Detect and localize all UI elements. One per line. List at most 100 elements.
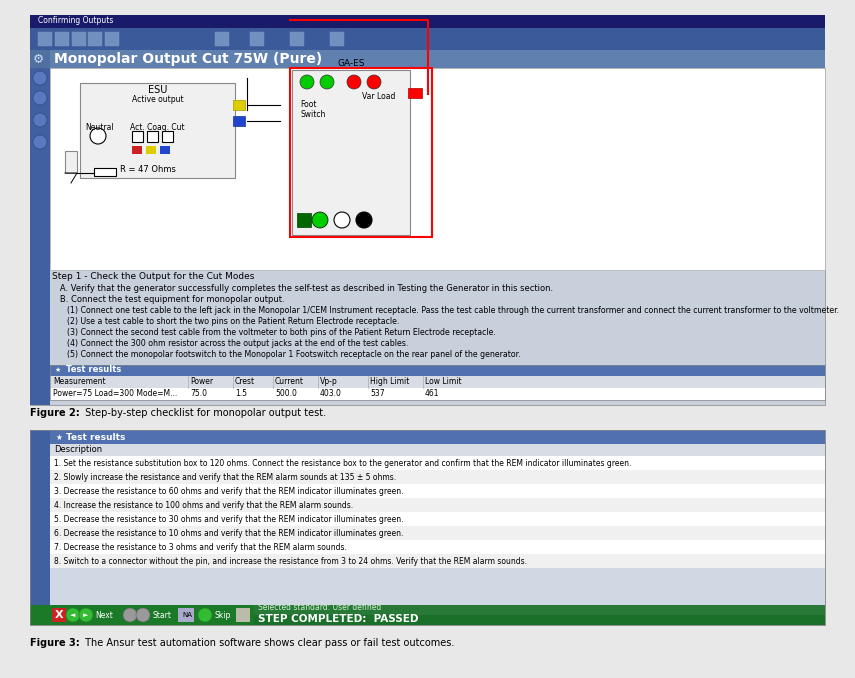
- Text: (5) Connect the monopolar footswitch to the Monopolar 1 Footswitch receptacle on: (5) Connect the monopolar footswitch to …: [52, 350, 521, 359]
- Bar: [330, 32, 344, 46]
- Text: 7. Decrease the resistance to 3 ohms and verify that the REM alarm sounds.: 7. Decrease the resistance to 3 ohms and…: [54, 542, 347, 551]
- Bar: [30, 68, 50, 405]
- Text: Active output: Active output: [132, 95, 183, 104]
- Bar: [50, 376, 825, 388]
- Bar: [147, 131, 158, 142]
- Bar: [30, 28, 825, 50]
- Text: X: X: [55, 610, 63, 620]
- Text: Measurement: Measurement: [53, 378, 106, 386]
- Bar: [50, 540, 825, 554]
- Bar: [30, 605, 825, 625]
- Bar: [297, 213, 311, 227]
- Bar: [50, 456, 825, 470]
- Text: ⚙: ⚙: [33, 52, 44, 66]
- Text: NA: NA: [182, 612, 192, 618]
- Text: ◄: ◄: [70, 612, 76, 618]
- Bar: [38, 32, 52, 46]
- Bar: [94, 168, 116, 176]
- Bar: [160, 146, 170, 154]
- Bar: [254, 605, 825, 625]
- Bar: [408, 88, 422, 98]
- Bar: [50, 512, 825, 526]
- Text: STEP COMPLETED:  PASSED: STEP COMPLETED: PASSED: [258, 614, 418, 624]
- Bar: [52, 608, 66, 622]
- Bar: [50, 526, 825, 540]
- Text: Step-by-step checklist for monopolar output test.: Step-by-step checklist for monopolar out…: [82, 408, 326, 418]
- Bar: [178, 608, 194, 622]
- Bar: [105, 32, 119, 46]
- Bar: [50, 498, 825, 512]
- Bar: [65, 151, 77, 173]
- Text: 1. Set the resistance substitution box to 120 ohms. Connect the resistance box t: 1. Set the resistance substitution box t…: [54, 458, 631, 468]
- Circle shape: [347, 75, 361, 89]
- Text: Figure 2:: Figure 2:: [30, 408, 80, 418]
- Bar: [50, 430, 825, 444]
- Bar: [50, 365, 825, 400]
- Circle shape: [33, 71, 47, 85]
- Bar: [162, 131, 173, 142]
- Bar: [250, 32, 264, 46]
- Text: 461: 461: [425, 389, 439, 399]
- Text: GA-ES: GA-ES: [337, 59, 365, 68]
- Text: (1) Connect one test cable to the left jack in the Monopolar 1/CEM Instrument re: (1) Connect one test cable to the left j…: [52, 306, 839, 315]
- Text: Crest: Crest: [235, 378, 255, 386]
- Bar: [233, 100, 245, 110]
- Text: 1.5: 1.5: [235, 389, 247, 399]
- Text: Power: Power: [190, 378, 213, 386]
- Bar: [30, 430, 825, 625]
- Bar: [80, 83, 235, 178]
- Circle shape: [312, 212, 328, 228]
- Text: ►: ►: [83, 612, 89, 618]
- Circle shape: [33, 135, 47, 149]
- Text: R = 47 Ohms: R = 47 Ohms: [120, 165, 176, 174]
- Text: 403.0: 403.0: [320, 389, 342, 399]
- Circle shape: [79, 608, 93, 622]
- Text: Monopolar Output Cut 75W (Pure): Monopolar Output Cut 75W (Pure): [54, 52, 322, 66]
- Circle shape: [356, 212, 372, 228]
- Text: Skip: Skip: [214, 610, 230, 620]
- Text: Step 1 - Check the Output for the Cut Modes: Step 1 - Check the Output for the Cut Mo…: [52, 272, 255, 281]
- Circle shape: [334, 212, 350, 228]
- Bar: [50, 365, 825, 376]
- Bar: [50, 388, 825, 400]
- Bar: [132, 131, 143, 142]
- Text: Description: Description: [54, 445, 102, 454]
- Text: 2. Slowly increase the resistance and verify that the REM alarm sounds at 135 ± : 2. Slowly increase the resistance and ve…: [54, 473, 396, 481]
- Text: 537: 537: [370, 389, 385, 399]
- Text: Power=75 Load=300 Mode=M...: Power=75 Load=300 Mode=M...: [53, 389, 177, 399]
- Circle shape: [198, 608, 212, 622]
- Text: The Ansur test automation software shows clear pass or fail test outcomes.: The Ansur test automation software shows…: [82, 638, 454, 648]
- Circle shape: [136, 608, 150, 622]
- Text: 8. Switch to a connector without the pin, and increase the resistance from 3 to : 8. Switch to a connector without the pin…: [54, 557, 527, 565]
- Text: Current: Current: [275, 378, 304, 386]
- Circle shape: [300, 75, 314, 89]
- Text: Test results: Test results: [66, 365, 121, 374]
- Text: (4) Connect the 300 ohm resistor across the output jacks at the end of the test : (4) Connect the 300 ohm resistor across …: [52, 339, 409, 348]
- Text: ★: ★: [55, 367, 62, 373]
- Bar: [50, 444, 825, 456]
- Bar: [290, 68, 432, 237]
- Text: Neutral: Neutral: [85, 123, 114, 132]
- Text: B. Connect the test equipment for monopolar output.: B. Connect the test equipment for monopo…: [52, 295, 285, 304]
- Text: Vp-p: Vp-p: [320, 378, 338, 386]
- Text: Figure 3:: Figure 3:: [30, 638, 80, 648]
- Text: 3. Decrease the resistance to 60 ohms and verify that the REM indicator illumina: 3. Decrease the resistance to 60 ohms an…: [54, 487, 404, 496]
- Bar: [55, 32, 69, 46]
- Bar: [290, 32, 304, 46]
- Text: (3) Connect the second test cable from the voltmeter to both pins of the Patient: (3) Connect the second test cable from t…: [52, 328, 496, 337]
- Bar: [30, 50, 50, 68]
- Bar: [88, 32, 102, 46]
- Text: Confirming Outputs: Confirming Outputs: [38, 16, 114, 25]
- Text: ESU: ESU: [148, 85, 168, 95]
- Bar: [50, 68, 825, 270]
- Text: High Limit: High Limit: [370, 378, 410, 386]
- Bar: [30, 430, 825, 625]
- Bar: [30, 430, 50, 625]
- Text: Next: Next: [95, 610, 113, 620]
- Bar: [50, 470, 825, 484]
- Text: A. Verify that the generator successfully completes the self-test as described i: A. Verify that the generator successfull…: [52, 284, 553, 293]
- Text: Low Limit: Low Limit: [425, 378, 462, 386]
- Text: Foot
Switch: Foot Switch: [300, 100, 326, 119]
- Text: (2) Use a test cable to short the two pins on the Patient Return Electrode recep: (2) Use a test cable to short the two pi…: [52, 317, 399, 326]
- Text: 5. Decrease the resistance to 30 ohms and verify that the REM indicator illumina: 5. Decrease the resistance to 30 ohms an…: [54, 515, 404, 523]
